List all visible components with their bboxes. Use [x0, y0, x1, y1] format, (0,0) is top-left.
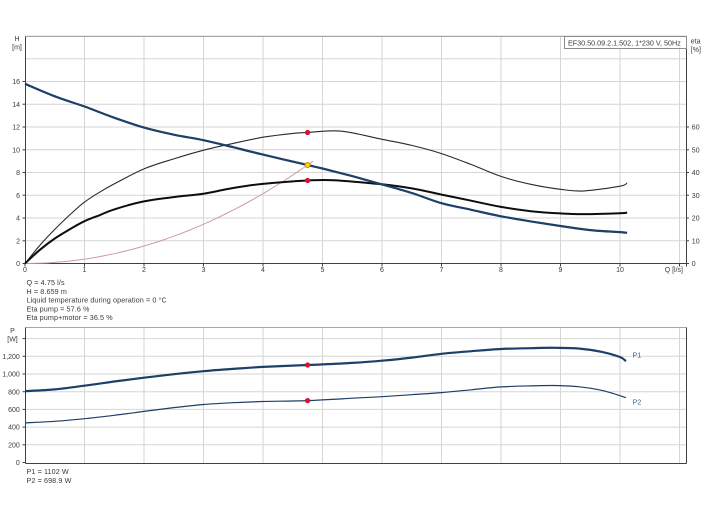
svg-text:5: 5: [321, 267, 325, 274]
svg-text:3: 3: [202, 267, 206, 274]
svg-text:20: 20: [692, 216, 700, 223]
svg-text:10: 10: [692, 238, 700, 245]
svg-text:9: 9: [559, 267, 563, 274]
svg-text:10: 10: [616, 267, 624, 274]
svg-text:P: P: [10, 328, 15, 335]
svg-text:0: 0: [23, 267, 27, 274]
svg-text:Q = 4.75 l/s: Q = 4.75 l/s: [27, 278, 65, 287]
svg-text:EF30.50.09.2.1.502, 1*230 V, 5: EF30.50.09.2.1.502, 1*230 V, 50Hz: [568, 38, 681, 47]
svg-text:0: 0: [16, 460, 20, 467]
svg-text:[%]: [%]: [691, 47, 701, 54]
svg-text:P1 = 1102 W: P1 = 1102 W: [27, 467, 69, 476]
svg-text:[m]: [m]: [12, 45, 22, 52]
svg-text:7: 7: [440, 267, 444, 274]
svg-text:14: 14: [12, 102, 20, 109]
svg-text:6: 6: [380, 267, 384, 274]
svg-text:6: 6: [16, 193, 20, 200]
svg-text:Eta pump+motor = 36.5 %: Eta pump+motor = 36.5 %: [27, 313, 114, 322]
svg-text:4: 4: [261, 267, 265, 274]
svg-text:16: 16: [12, 79, 20, 86]
svg-text:30: 30: [692, 193, 700, 200]
svg-text:Q [l/s]: Q [l/s]: [665, 267, 683, 274]
svg-text:200: 200: [8, 442, 20, 449]
svg-text:400: 400: [8, 425, 20, 432]
svg-text:H: H: [14, 36, 19, 43]
svg-text:eta: eta: [691, 39, 701, 46]
svg-text:1: 1: [83, 267, 87, 274]
svg-text:12: 12: [12, 125, 20, 132]
svg-text:600: 600: [8, 407, 20, 414]
svg-text:8: 8: [499, 267, 503, 274]
svg-text:H = 8.659 m: H = 8.659 m: [27, 287, 67, 296]
svg-text:1,000: 1,000: [2, 372, 20, 379]
svg-text:P2: P2: [633, 398, 642, 407]
svg-text:Eta pump = 57.6 %: Eta pump = 57.6 %: [27, 304, 91, 313]
svg-text:2: 2: [142, 267, 146, 274]
svg-text:10: 10: [12, 147, 20, 154]
svg-text:60: 60: [692, 125, 700, 132]
svg-text:800: 800: [8, 389, 20, 396]
svg-text:P2 = 698.9 W: P2 = 698.9 W: [27, 476, 72, 485]
svg-text:8: 8: [16, 170, 20, 177]
svg-text:2: 2: [16, 238, 20, 245]
svg-text:P1: P1: [633, 351, 642, 360]
svg-text:0: 0: [692, 261, 696, 268]
svg-text:0: 0: [16, 261, 20, 268]
svg-text:1,200: 1,200: [2, 354, 20, 361]
svg-text:4: 4: [16, 216, 20, 223]
svg-text:40: 40: [692, 170, 700, 177]
svg-text:Liquid temperature during oper: Liquid temperature during operation = 0 …: [27, 296, 167, 305]
svg-text:[W]: [W]: [7, 337, 18, 344]
svg-text:50: 50: [692, 147, 700, 154]
